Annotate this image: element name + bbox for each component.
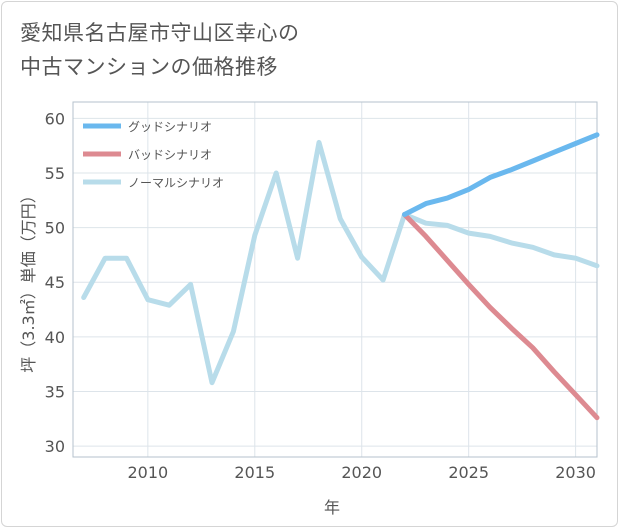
chart-title-line-1: 愛知県名古屋市守山区幸心の bbox=[20, 21, 300, 45]
series-line-0 bbox=[402, 132, 600, 217]
y-tick-label: 50 bbox=[45, 219, 65, 238]
y-tick-label: 30 bbox=[45, 437, 65, 456]
y-tick-label: 55 bbox=[45, 164, 65, 183]
plot-area-border bbox=[72, 101, 598, 458]
x-axis-ticks: 2010 2015 2020 2025 2030 bbox=[127, 463, 595, 482]
y-tick-label: 60 bbox=[45, 109, 65, 128]
chart-title-line-2: 中古マンションの価格推移 bbox=[20, 55, 278, 79]
x-tick-label: 2015 bbox=[234, 463, 275, 482]
x-tick-label: 2025 bbox=[448, 463, 489, 482]
y-axis-label: 坪（3.3㎡）単価（万円） bbox=[19, 187, 38, 372]
x-tick-label: 2020 bbox=[341, 463, 382, 482]
legend-label-1: バッドシナリオ bbox=[128, 148, 212, 162]
y-tick-label: 45 bbox=[45, 273, 65, 292]
x-tick-label: 2030 bbox=[555, 463, 596, 482]
x-axis-label: 年 bbox=[324, 498, 340, 517]
chart-title: 愛知県名古屋市守山区幸心の 中古マンションの価格推移 bbox=[20, 16, 300, 84]
x-tick-label: 2010 bbox=[127, 463, 168, 482]
y-axis-ticks: 30 35 40 45 50 55 60 bbox=[45, 109, 65, 456]
legend-label-0: グッドシナリオ bbox=[128, 120, 212, 134]
grid-lines bbox=[73, 102, 597, 457]
y-tick-label: 40 bbox=[45, 328, 65, 347]
series-line-2 bbox=[81, 139, 600, 386]
legend-label-2: ノーマルシナリオ bbox=[128, 176, 224, 190]
series-line-1 bbox=[402, 212, 600, 421]
y-tick-label: 35 bbox=[45, 382, 65, 401]
series-lines bbox=[81, 132, 600, 421]
